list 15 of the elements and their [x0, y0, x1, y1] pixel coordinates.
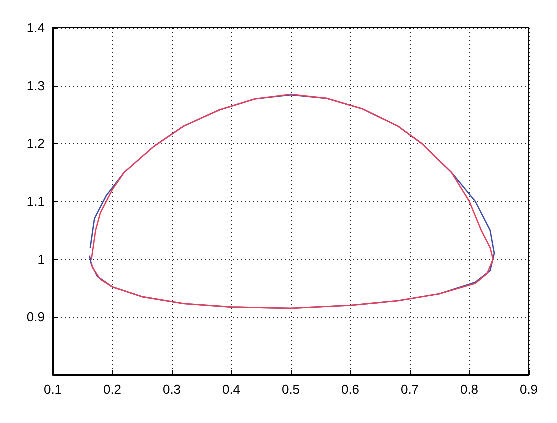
y-tick-label: 1	[38, 252, 45, 267]
y-tick-label: 0.9	[26, 310, 45, 325]
x-tick-label: 0.5	[282, 382, 300, 397]
x-tick-label: 0.4	[222, 382, 241, 397]
y-tick-label: 1.3	[26, 78, 45, 94]
y-tick-label: 1.1	[26, 194, 45, 209]
x-tick-label: 0.8	[460, 382, 479, 397]
x-tick-label: 0.3	[162, 382, 182, 397]
x-tick-label: 0.9	[520, 382, 538, 397]
x-tick-label: 0.2	[103, 382, 122, 397]
x-tick-label: 0.1	[44, 382, 62, 397]
y-tick-label: 1.2	[26, 136, 45, 152]
y-tick-label: 1.4	[26, 20, 45, 36]
x-tick-label: 0.6	[341, 382, 360, 397]
x-tick-label: 0.7	[400, 382, 420, 397]
